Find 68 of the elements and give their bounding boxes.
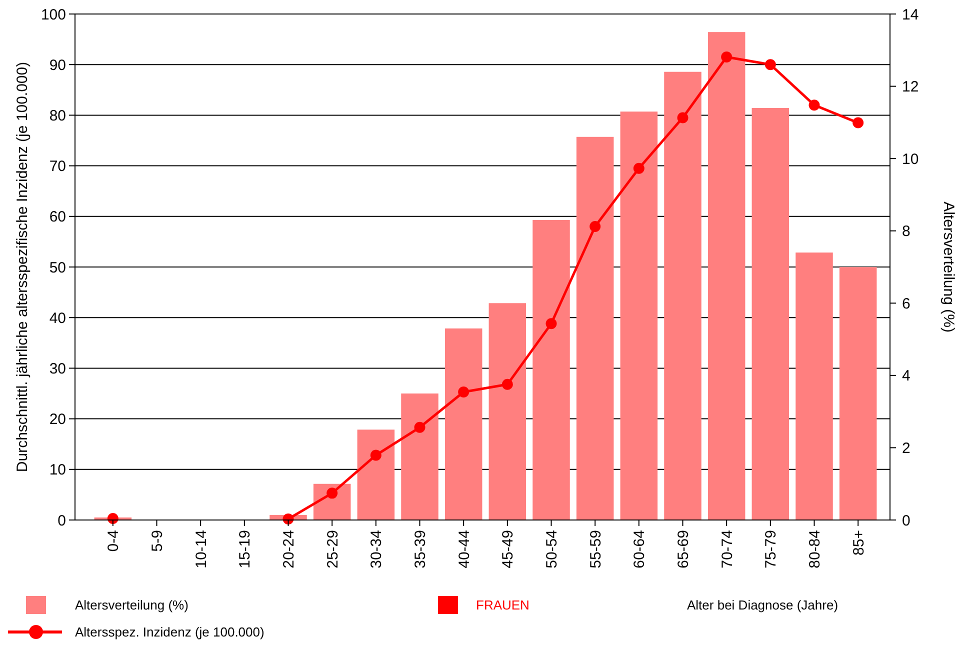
y2-tick-label: 0 bbox=[902, 512, 910, 530]
x-tick-label: 60-64 bbox=[631, 530, 648, 568]
x-tick-label: 30-34 bbox=[368, 530, 386, 568]
point bbox=[502, 378, 513, 390]
point bbox=[677, 112, 688, 124]
y2-tick-label: 14 bbox=[902, 6, 919, 24]
bar bbox=[664, 72, 702, 520]
y2-axis-title: Altersverteilung (%) bbox=[940, 202, 957, 332]
y-tick-label: 0 bbox=[58, 512, 66, 530]
point bbox=[721, 52, 732, 63]
y-tick-label: 20 bbox=[49, 411, 66, 428]
point bbox=[633, 162, 644, 174]
x-tick-label: 20-24 bbox=[280, 530, 298, 568]
bar bbox=[752, 108, 790, 520]
y-tick-label: 100 bbox=[40, 6, 66, 24]
x-tick-label: 40-44 bbox=[456, 530, 473, 568]
bar bbox=[401, 394, 438, 520]
bar bbox=[620, 112, 658, 520]
point bbox=[414, 422, 426, 433]
bar bbox=[444, 328, 482, 520]
y-axis-title: Durchschnittl. jährliche altersspezifische Inzidenz (je 100.000) bbox=[14, 62, 31, 472]
y2-tick-label: 8 bbox=[902, 223, 910, 240]
bar bbox=[532, 220, 570, 520]
x-tick-label: 50-54 bbox=[544, 530, 560, 568]
x-tick-label: 45-49 bbox=[500, 530, 517, 568]
x-tick-label: 85+ bbox=[850, 530, 868, 556]
y2-tick-label: 2 bbox=[902, 440, 910, 457]
y-tick-label: 10 bbox=[49, 462, 66, 479]
x-tick-label: 35-39 bbox=[412, 530, 429, 568]
point bbox=[590, 221, 601, 232]
y-tick-label: 30 bbox=[49, 360, 66, 378]
x-tick-label: 5-9 bbox=[149, 530, 166, 552]
bar bbox=[576, 136, 614, 520]
point bbox=[458, 386, 470, 398]
y2-tick-label: 4 bbox=[902, 368, 910, 385]
bar bbox=[796, 252, 833, 520]
legend-label: Altersverteilung (%) bbox=[75, 598, 188, 613]
bar bbox=[488, 303, 526, 520]
x-tick-label: 75-79 bbox=[762, 530, 780, 568]
point bbox=[808, 100, 820, 111]
bar bbox=[839, 267, 877, 520]
bar bbox=[357, 430, 395, 520]
x-tick-label: 25-29 bbox=[324, 530, 342, 568]
point bbox=[764, 59, 776, 70]
point bbox=[326, 488, 338, 499]
y-tick-label: 50 bbox=[49, 259, 66, 276]
y-tick-label: 80 bbox=[49, 107, 66, 124]
x-tick-label: 0-4 bbox=[105, 530, 122, 552]
y2-tick-label: 12 bbox=[902, 78, 919, 96]
point bbox=[546, 318, 557, 330]
y-tick-label: 60 bbox=[49, 208, 66, 226]
x-tick-label: 55-59 bbox=[587, 530, 604, 568]
x-axis-title: Alter bei Diagnose (Jahre) bbox=[687, 598, 838, 613]
y2-tick-label: 10 bbox=[902, 150, 919, 168]
y2-tick-label: 6 bbox=[902, 295, 910, 312]
point bbox=[852, 117, 864, 128]
x-tick-label: 15-19 bbox=[236, 530, 254, 568]
y-tick-label: 70 bbox=[49, 158, 66, 176]
y-tick-label: 90 bbox=[49, 56, 66, 74]
x-tick-label: 10-14 bbox=[192, 530, 210, 568]
x-tick-label: 65-69 bbox=[675, 530, 692, 568]
x-tick-label: 80-84 bbox=[806, 530, 824, 568]
y-tick-label: 40 bbox=[49, 310, 66, 327]
point bbox=[370, 450, 382, 461]
x-tick-label: 70-74 bbox=[718, 530, 736, 568]
legend-title: FRAUEN bbox=[476, 598, 530, 613]
legend-label: Altersspez. Inzidenz (je 100.000) bbox=[75, 624, 264, 640]
bar bbox=[708, 32, 746, 520]
